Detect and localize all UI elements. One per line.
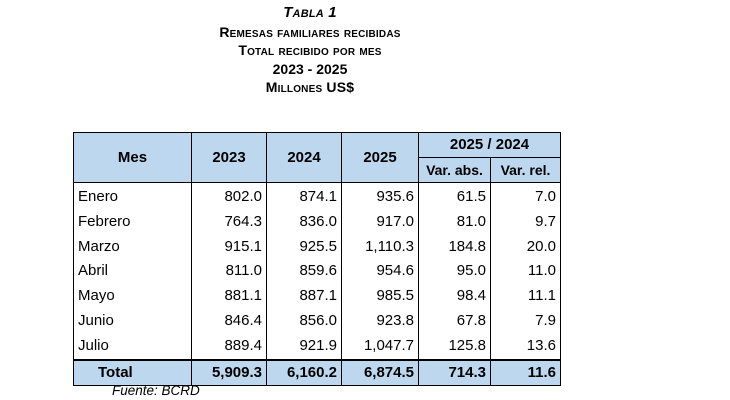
header-var-abs: Var. abs. xyxy=(418,157,491,183)
cell-2025: 935.6 xyxy=(341,182,419,210)
cell-var-abs: 81.0 xyxy=(418,209,491,235)
table-row: Enero 802.0 874.1 935.6 61.5 7.0 xyxy=(73,182,561,210)
cell-2024: 925.5 xyxy=(266,234,342,260)
table-number: Tabla 1 xyxy=(283,4,337,21)
cell-var-abs: 125.8 xyxy=(418,333,491,360)
cell-var-rel: 20.0 xyxy=(490,234,561,260)
cell-2025: 1,110.3 xyxy=(341,234,419,260)
cell-2024: 856.0 xyxy=(266,308,342,334)
remittances-table: Mes 2023 2024 2025 2025 / 2024 Var. abs.… xyxy=(73,132,561,387)
cell-2023: 811.0 xyxy=(191,259,267,285)
cell-total-2024: 6,160.2 xyxy=(266,358,342,387)
cell-2025: 1,047.7 xyxy=(341,333,419,360)
cell-2025: 954.6 xyxy=(341,259,419,285)
cell-2023: 915.1 xyxy=(191,234,267,260)
cell-2025: 917.0 xyxy=(341,209,419,235)
table-row: Febrero 764.3 836.0 917.0 81.0 9.7 xyxy=(73,209,561,235)
table-row: Mayo 881.1 887.1 985.5 98.4 11.1 xyxy=(73,284,561,309)
cell-mes: Marzo xyxy=(73,234,192,260)
cell-var-rel: 11.1 xyxy=(490,284,561,309)
table-subtitle: Total recibido por mes xyxy=(238,42,382,58)
cell-total-2023: 5,909.3 xyxy=(191,358,267,387)
cell-2023: 764.3 xyxy=(191,209,267,235)
table-row: Abril 811.0 859.6 954.6 95.0 11.0 xyxy=(73,259,561,285)
header-2024: 2024 xyxy=(266,132,342,183)
cell-2024: 859.6 xyxy=(266,259,342,285)
cell-var-rel: 7.9 xyxy=(490,308,561,334)
cell-var-abs: 98.4 xyxy=(418,284,491,309)
table-title: Remesas familiares recibidas xyxy=(219,23,401,40)
header-mes: Mes xyxy=(73,132,192,183)
cell-var-abs: 184.8 xyxy=(418,234,491,260)
cell-2023: 889.4 xyxy=(191,333,267,360)
cell-2024: 836.0 xyxy=(266,209,342,235)
cell-mes: Junio xyxy=(73,308,192,334)
header-group-2025-2024: 2025 / 2024 xyxy=(418,132,561,158)
table-row: Junio 846.4 856.0 923.8 67.8 7.9 xyxy=(73,308,561,334)
cell-2023: 881.1 xyxy=(191,284,267,309)
cell-2023: 846.4 xyxy=(191,308,267,334)
cell-total-var-rel: 11.6 xyxy=(490,358,561,387)
cell-mes: Julio xyxy=(73,333,192,360)
header-2023: 2023 xyxy=(191,132,267,183)
table-row: Marzo 915.1 925.5 1,110.3 184.8 20.0 xyxy=(73,234,561,260)
cell-mes: Abril xyxy=(73,259,192,285)
cell-var-rel: 13.6 xyxy=(490,333,561,360)
cell-total-2025: 6,874.5 xyxy=(341,358,419,387)
cell-2024: 921.9 xyxy=(266,333,342,360)
source-note: Fuente: BCRD xyxy=(112,383,200,398)
table-row: Julio 889.4 921.9 1,047.7 125.8 13.6 xyxy=(73,333,561,360)
header-2025: 2025 xyxy=(341,132,419,183)
cell-var-rel: 11.0 xyxy=(490,259,561,285)
cell-var-abs: 95.0 xyxy=(418,259,491,285)
cell-var-abs: 67.8 xyxy=(418,308,491,334)
cell-var-rel: 9.7 xyxy=(490,209,561,235)
cell-var-abs: 61.5 xyxy=(418,182,491,210)
table-title-block: Tabla 1 Remesas familiares recibidas Tot… xyxy=(0,4,620,97)
cell-2025: 923.8 xyxy=(341,308,419,334)
table-period: 2023 - 2025 xyxy=(272,60,348,77)
cell-var-rel: 7.0 xyxy=(490,182,561,210)
cell-2025: 985.5 xyxy=(341,284,419,309)
cell-2024: 874.1 xyxy=(266,182,342,210)
cell-mes: Febrero xyxy=(73,209,192,235)
cell-total-label: Total xyxy=(73,358,192,387)
table-units: Millones US$ xyxy=(265,79,355,95)
cell-mes: Mayo xyxy=(73,284,192,309)
cell-mes: Enero xyxy=(73,182,192,210)
cell-2024: 887.1 xyxy=(266,284,342,309)
cell-2023: 802.0 xyxy=(191,182,267,210)
cell-total-var-abs: 714.3 xyxy=(418,358,491,387)
table-total-row: Total 5,909.3 6,160.2 6,874.5 714.3 11.6 xyxy=(73,358,561,387)
header-var-rel: Var. rel. xyxy=(490,157,561,183)
